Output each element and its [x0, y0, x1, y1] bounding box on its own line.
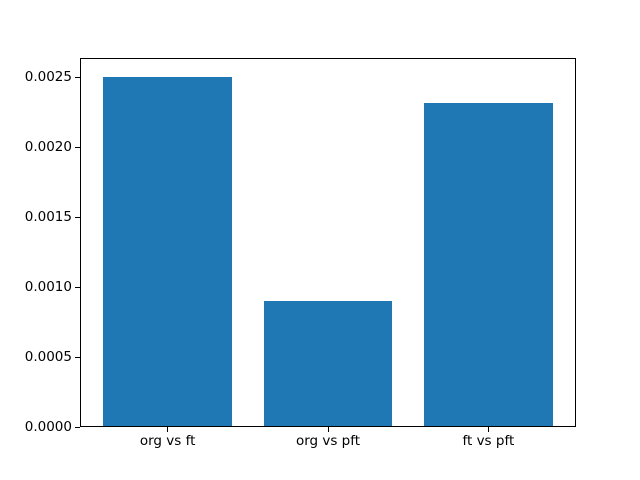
x-tick-mark: [487, 427, 489, 432]
y-tick-label: 0.0025: [24, 69, 72, 86]
y-tick-label: 0.0000: [24, 419, 72, 435]
y-tick-mark: [75, 356, 80, 358]
y-tick-label: 0.0020: [24, 139, 72, 156]
x-tick-label-org-vs-ft: org vs ft: [139, 433, 196, 449]
bar-org-vs-ft: [103, 76, 232, 426]
x-tick-label-org-vs-pft: org vs pft: [295, 433, 361, 449]
y-tick-label: 0.0015: [24, 209, 72, 226]
y-tick-mark: [75, 76, 80, 78]
x-tick-label-ft-vs-pft: ft vs pft: [462, 433, 515, 449]
bar-org-vs-pft: [263, 300, 393, 426]
y-tick-label: 0.0005: [24, 349, 72, 365]
y-tick-mark: [75, 426, 80, 428]
y-tick-mark: [75, 286, 80, 288]
plot-area: [80, 58, 576, 427]
y-tick-mark: [75, 216, 80, 218]
x-tick-mark: [327, 427, 329, 432]
x-tick-mark: [167, 427, 169, 432]
y-tick-mark: [75, 146, 80, 148]
bar-ft-vs-pft: [424, 103, 553, 426]
y-tick-label: 0.0010: [24, 279, 72, 295]
